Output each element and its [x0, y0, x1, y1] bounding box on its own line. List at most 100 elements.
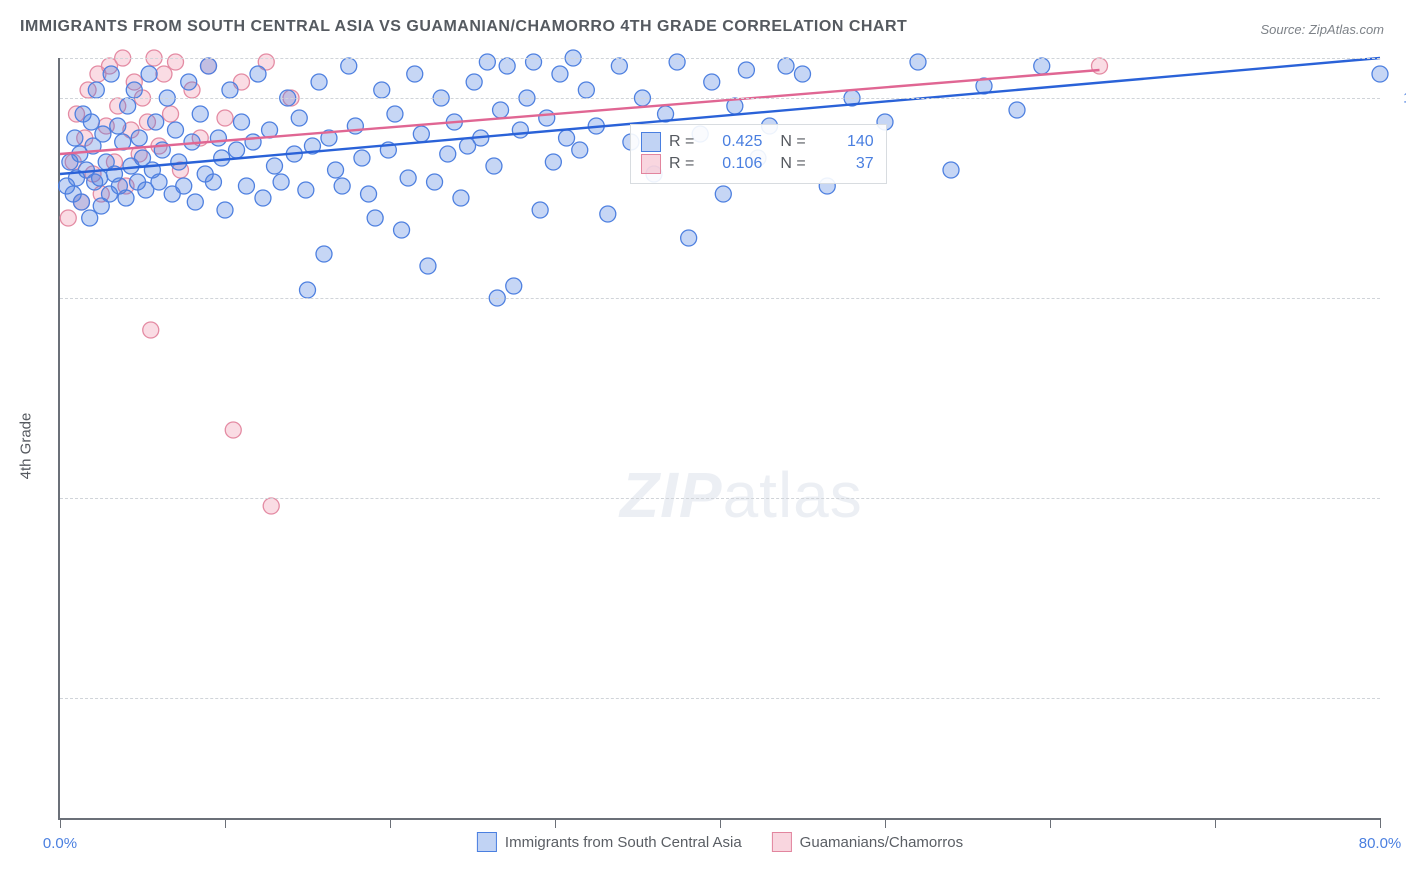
series-legend: Immigrants from South Central Asia Guama…: [477, 832, 963, 852]
scatter-point: [479, 54, 495, 70]
correlation-legend: R = 0.425 N = 140 R = 0.106 N = 37: [630, 124, 887, 184]
scatter-point: [943, 162, 959, 178]
scatter-point: [572, 142, 588, 158]
scatter-point: [512, 122, 528, 138]
scatter-point: [506, 278, 522, 294]
scatter-point: [738, 62, 754, 78]
scatter-point: [413, 126, 429, 142]
scatter-point: [217, 110, 233, 126]
x-tick: [390, 818, 391, 828]
scatter-point: [267, 158, 283, 174]
x-tick: [1380, 818, 1381, 828]
scatter-point: [795, 66, 811, 82]
scatter-point: [181, 74, 197, 90]
scatter-point: [131, 130, 147, 146]
scatter-point: [214, 150, 230, 166]
scatter-point: [715, 186, 731, 202]
n-label: N =: [780, 131, 805, 153]
scatter-point: [427, 174, 443, 190]
chart-title: IMMIGRANTS FROM SOUTH CENTRAL ASIA VS GU…: [20, 18, 907, 36]
scatter-point: [1372, 66, 1388, 82]
scatter-point: [156, 66, 172, 82]
scatter-point: [163, 106, 179, 122]
scatter-point: [394, 222, 410, 238]
scatter-point: [532, 202, 548, 218]
scatter-point: [263, 498, 279, 514]
legend-row-blue: R = 0.425 N = 140: [641, 131, 874, 153]
scatter-point: [334, 178, 350, 194]
y-axis-title: 4th Grade: [18, 413, 35, 480]
gridline: [60, 98, 1380, 99]
scatter-point: [273, 174, 289, 190]
scatter-point: [217, 202, 233, 218]
scatter-point: [499, 58, 515, 74]
r-label: R =: [669, 131, 694, 153]
scatter-point: [552, 66, 568, 82]
scatter-point: [328, 162, 344, 178]
x-tick: [555, 818, 556, 828]
scatter-point: [205, 174, 221, 190]
legend-item-pink: Guamanians/Chamorros: [772, 832, 963, 852]
gridline: [60, 698, 1380, 699]
scatter-point: [486, 158, 502, 174]
gridline: [60, 498, 1380, 499]
scatter-point: [95, 126, 111, 142]
scatter-point: [526, 54, 542, 70]
r-value: 0.106: [702, 153, 762, 175]
scatter-point: [168, 54, 184, 70]
scatter-point: [600, 206, 616, 222]
scatter-point: [148, 114, 164, 130]
scatter-point: [669, 54, 685, 70]
scatter-point: [229, 142, 245, 158]
swatch-blue-icon: [641, 132, 661, 152]
scatter-point: [440, 146, 456, 162]
scatter-point: [578, 82, 594, 98]
scatter-point: [245, 134, 261, 150]
scatter-point: [88, 82, 104, 98]
source-label: Source: ZipAtlas.com: [1260, 22, 1384, 37]
scatter-point: [201, 58, 217, 74]
scatter-point: [92, 170, 108, 186]
n-value: 140: [814, 131, 874, 153]
plot-area: ZIPatlas R = 0.425 N = 140 R = 0.106 N =…: [58, 58, 1380, 820]
swatch-pink-icon: [772, 832, 792, 852]
scatter-point: [120, 98, 136, 114]
scatter-point: [255, 190, 271, 206]
scatter-point: [1009, 102, 1025, 118]
scatter-point: [1034, 58, 1050, 74]
x-tick: [225, 818, 226, 828]
scatter-point: [545, 154, 561, 170]
scatter-point: [466, 74, 482, 90]
scatter-point: [225, 422, 241, 438]
scatter-point: [222, 82, 238, 98]
legend-row-pink: R = 0.106 N = 37: [641, 153, 874, 175]
r-value: 0.425: [702, 131, 762, 153]
scatter-point: [361, 186, 377, 202]
scatter-point: [420, 258, 436, 274]
scatter-point: [234, 114, 250, 130]
scatter-point: [704, 74, 720, 90]
scatter-point: [126, 82, 142, 98]
scatter-point: [110, 118, 126, 134]
scatter-point: [82, 210, 98, 226]
scatter-point: [374, 82, 390, 98]
scatter-point: [341, 58, 357, 74]
scatter-point: [151, 174, 167, 190]
scatter-point: [250, 66, 266, 82]
scatter-point: [298, 182, 314, 198]
scatter-point: [407, 66, 423, 82]
x-tick-label: 80.0%: [1359, 835, 1402, 852]
x-tick: [1050, 818, 1051, 828]
scatter-point: [611, 58, 627, 74]
scatter-point: [367, 210, 383, 226]
legend-item-blue: Immigrants from South Central Asia: [477, 832, 742, 852]
scatter-point: [67, 130, 83, 146]
n-value: 37: [814, 153, 874, 175]
scatter-point: [103, 66, 119, 82]
scatter-point: [778, 58, 794, 74]
x-tick: [720, 818, 721, 828]
scatter-point: [187, 194, 203, 210]
scatter-point: [176, 178, 192, 194]
scatter-point: [453, 190, 469, 206]
scatter-point: [910, 54, 926, 70]
